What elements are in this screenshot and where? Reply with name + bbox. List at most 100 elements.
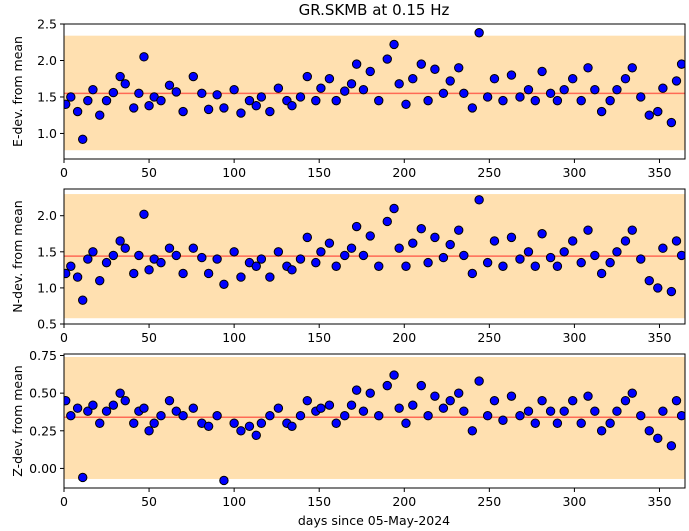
data-point-e-10 xyxy=(120,79,130,89)
data-point-z-18 xyxy=(171,406,181,416)
data-point-n-53 xyxy=(430,232,440,243)
data-point-n-40 xyxy=(340,250,350,261)
data-point-n-70 xyxy=(559,247,569,257)
data-point-z-10 xyxy=(120,395,130,406)
data-point-n-77 xyxy=(612,247,622,257)
data-point-n-58 xyxy=(467,268,478,279)
data-point-e-46 xyxy=(382,54,392,64)
data-point-n-56 xyxy=(454,225,464,235)
data-point-n-0 xyxy=(64,268,71,279)
x-tick-label-e-3: 150 xyxy=(307,165,331,180)
data-point-z-40 xyxy=(340,411,350,421)
y-axis-label-z: Z-dev. from mean xyxy=(10,365,25,476)
data-point-n-39 xyxy=(331,261,341,271)
band-z xyxy=(64,357,685,479)
data-point-z-19 xyxy=(178,411,188,421)
data-point-z-37 xyxy=(316,403,326,413)
data-point-e-60 xyxy=(482,92,493,102)
data-point-n-46 xyxy=(382,216,392,227)
data-point-z-4 xyxy=(83,406,93,416)
data-point-z-43 xyxy=(358,406,369,416)
y-tick-label-n-1: 1.0 xyxy=(37,280,57,295)
data-point-n-38 xyxy=(324,238,335,248)
data-point-n-10 xyxy=(120,243,130,253)
data-point-e-74 xyxy=(590,84,600,95)
data-point-n-84 xyxy=(666,286,677,297)
panels: 0 50 100 150 200 250 300 350 1.0 1.5 2.0 2.5 E-dev. … xyxy=(10,17,686,509)
data-point-z-14 xyxy=(144,426,154,436)
data-point-n-36 xyxy=(311,257,321,268)
data-point-e-63 xyxy=(506,70,517,80)
data-point-z-85 xyxy=(671,395,682,406)
y-tick-label-e-2: 2.0 xyxy=(37,53,57,68)
data-point-e-73 xyxy=(583,63,593,73)
data-point-z-34 xyxy=(295,411,306,421)
data-point-n-5 xyxy=(88,247,98,257)
data-point-n-26 xyxy=(236,272,246,282)
data-point-z-47 xyxy=(389,370,399,380)
x-tick-label-z-6: 300 xyxy=(562,494,586,509)
data-point-n-76 xyxy=(605,257,615,268)
axes-frame-e xyxy=(63,23,686,160)
data-point-n-67 xyxy=(537,229,547,239)
data-point-z-75 xyxy=(596,426,607,436)
data-point-n-41 xyxy=(346,243,357,253)
data-point-z-41 xyxy=(346,400,357,410)
y-tick-label-e-1: 1.5 xyxy=(37,89,57,104)
data-point-e-39 xyxy=(331,95,341,106)
data-point-e-47 xyxy=(389,39,399,50)
data-point-z-9 xyxy=(115,388,125,398)
data-point-e-41 xyxy=(346,79,357,89)
data-point-e-18 xyxy=(171,87,181,97)
data-point-e-8 xyxy=(108,87,119,98)
data-point-n-49 xyxy=(401,261,411,271)
data-point-e-40 xyxy=(340,86,350,96)
data-point-n-64 xyxy=(515,254,525,264)
plot-area-n xyxy=(64,194,685,319)
data-point-e-67 xyxy=(537,66,547,77)
data-point-z-61 xyxy=(489,395,500,406)
data-point-e-12 xyxy=(134,88,144,99)
panel-z: 0 50 100 150 200 250 300 350 0.00 0.25 0.50 0.75 Z-d… xyxy=(10,348,686,509)
data-point-e-80 xyxy=(636,92,646,102)
data-point-n-51 xyxy=(416,224,426,234)
data-point-z-3 xyxy=(78,472,88,483)
data-point-e-2 xyxy=(72,106,83,117)
data-point-z-50 xyxy=(408,400,418,410)
data-point-e-34 xyxy=(295,92,306,102)
data-point-n-8 xyxy=(108,250,119,261)
y-tick-label-z-3: 0.75 xyxy=(29,348,57,363)
data-point-z-63 xyxy=(506,391,517,401)
data-point-n-74 xyxy=(590,250,600,261)
data-point-n-66 xyxy=(530,261,540,271)
data-point-e-57 xyxy=(459,88,469,99)
data-point-n-20 xyxy=(188,243,199,253)
data-point-z-46 xyxy=(382,380,392,391)
data-point-z-65 xyxy=(523,406,534,416)
data-point-e-65 xyxy=(523,84,534,95)
data-point-n-61 xyxy=(489,236,500,246)
data-point-n-57 xyxy=(459,250,469,261)
data-point-e-11 xyxy=(129,103,139,113)
data-point-n-21 xyxy=(197,252,207,263)
data-point-z-59 xyxy=(474,376,484,386)
data-point-e-9 xyxy=(115,71,125,82)
data-point-n-55 xyxy=(445,239,455,250)
data-point-n-1 xyxy=(66,261,76,271)
x-tick-label-n-2: 100 xyxy=(222,330,246,345)
data-point-e-61 xyxy=(489,74,500,84)
data-point-n-31 xyxy=(273,247,284,257)
data-point-e-43 xyxy=(358,84,369,95)
y-tick-label-z-2: 0.50 xyxy=(29,386,57,401)
data-point-e-17 xyxy=(164,80,175,90)
data-point-z-82 xyxy=(653,433,663,444)
data-point-n-73 xyxy=(583,225,593,235)
data-point-n-60 xyxy=(482,257,493,268)
data-point-z-27 xyxy=(244,421,255,431)
x-tick-label-z-1: 50 xyxy=(141,494,157,509)
x-tick-label-e-0: 0 xyxy=(60,165,68,180)
data-point-e-30 xyxy=(265,106,275,117)
plot-area-z xyxy=(64,357,685,486)
y-axis-label-e: E-dev. from mean xyxy=(10,36,25,147)
data-point-e-4 xyxy=(83,95,93,106)
